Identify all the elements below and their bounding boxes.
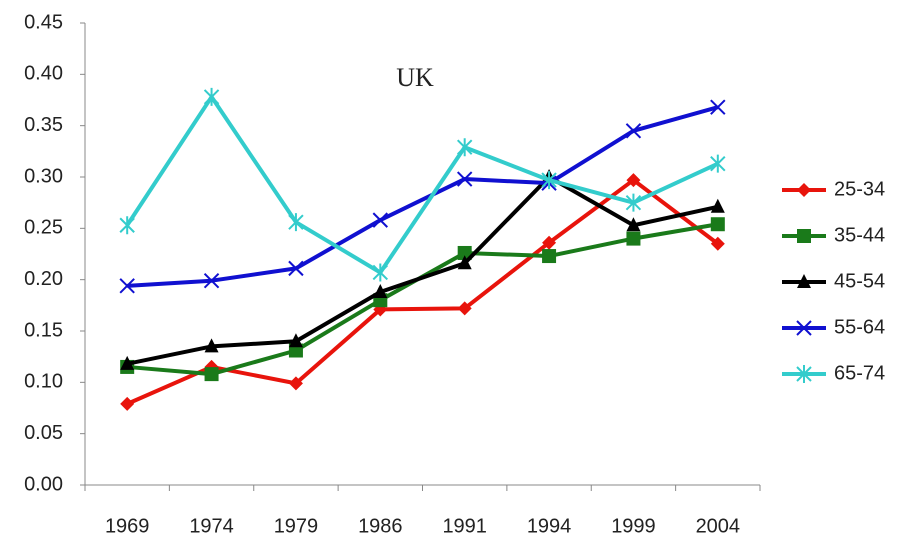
y-tick-label: 0.45 [24, 11, 63, 33]
series-line [126, 175, 719, 366]
marker [203, 87, 220, 106]
y-tick-label: 0.30 [24, 165, 63, 187]
marker [796, 320, 812, 336]
x-tick-label: 1979 [274, 515, 319, 537]
marker [710, 198, 725, 213]
x-tick-label: 1991 [442, 515, 487, 537]
marker [625, 193, 642, 212]
marker [796, 365, 812, 383]
x-tick-label: 1994 [527, 515, 572, 537]
legend-label: 25-34 [834, 178, 885, 200]
marker [626, 173, 641, 188]
x-tick-label: 1986 [358, 515, 403, 537]
x-tick-label: 1969 [105, 515, 150, 537]
series-line [125, 94, 719, 275]
marker [120, 355, 135, 370]
marker [626, 217, 641, 232]
y-tick-label: 0.15 [24, 319, 63, 341]
x-tick-label: 1999 [611, 515, 656, 537]
marker [457, 301, 472, 316]
marker [119, 278, 135, 294]
marker [710, 236, 725, 251]
marker [710, 217, 725, 232]
marker [625, 123, 642, 139]
marker [456, 138, 473, 157]
x-tick-label: 2004 [696, 515, 741, 537]
marker [457, 255, 472, 270]
marker [797, 183, 811, 197]
y-tick-label: 0.10 [24, 371, 63, 393]
marker [542, 249, 557, 264]
marker [542, 235, 557, 250]
marker [372, 212, 389, 228]
marker [710, 154, 726, 173]
legend-label: 45-54 [834, 270, 885, 292]
marker [288, 213, 304, 232]
marker [288, 333, 303, 348]
y-tick-label: 0.20 [24, 268, 63, 290]
marker [120, 396, 135, 411]
marker [710, 99, 726, 115]
marker [372, 263, 389, 282]
y-tick-label: 0.05 [24, 422, 63, 444]
y-tick-label: 0.40 [24, 63, 63, 85]
marker [541, 171, 557, 190]
marker [204, 338, 219, 353]
chart-title: UK [396, 63, 434, 92]
series-line [127, 105, 719, 288]
marker [797, 274, 811, 288]
legend-label: 35-44 [834, 224, 885, 246]
y-tick-label: 0.00 [24, 473, 63, 495]
marker [288, 376, 303, 391]
marker [626, 231, 641, 246]
marker [457, 245, 472, 260]
y-tick-label: 0.35 [24, 114, 63, 136]
marker [203, 272, 220, 289]
legend-label: 55-64 [834, 316, 885, 338]
marker [204, 367, 219, 382]
legend-label: 65-74 [834, 362, 885, 384]
marker [797, 229, 811, 243]
marker [456, 171, 473, 187]
marker [288, 260, 304, 277]
y-tick-label: 0.25 [24, 217, 63, 239]
marker [119, 216, 135, 235]
x-tick-label: 1974 [189, 515, 234, 537]
marker [373, 283, 388, 298]
